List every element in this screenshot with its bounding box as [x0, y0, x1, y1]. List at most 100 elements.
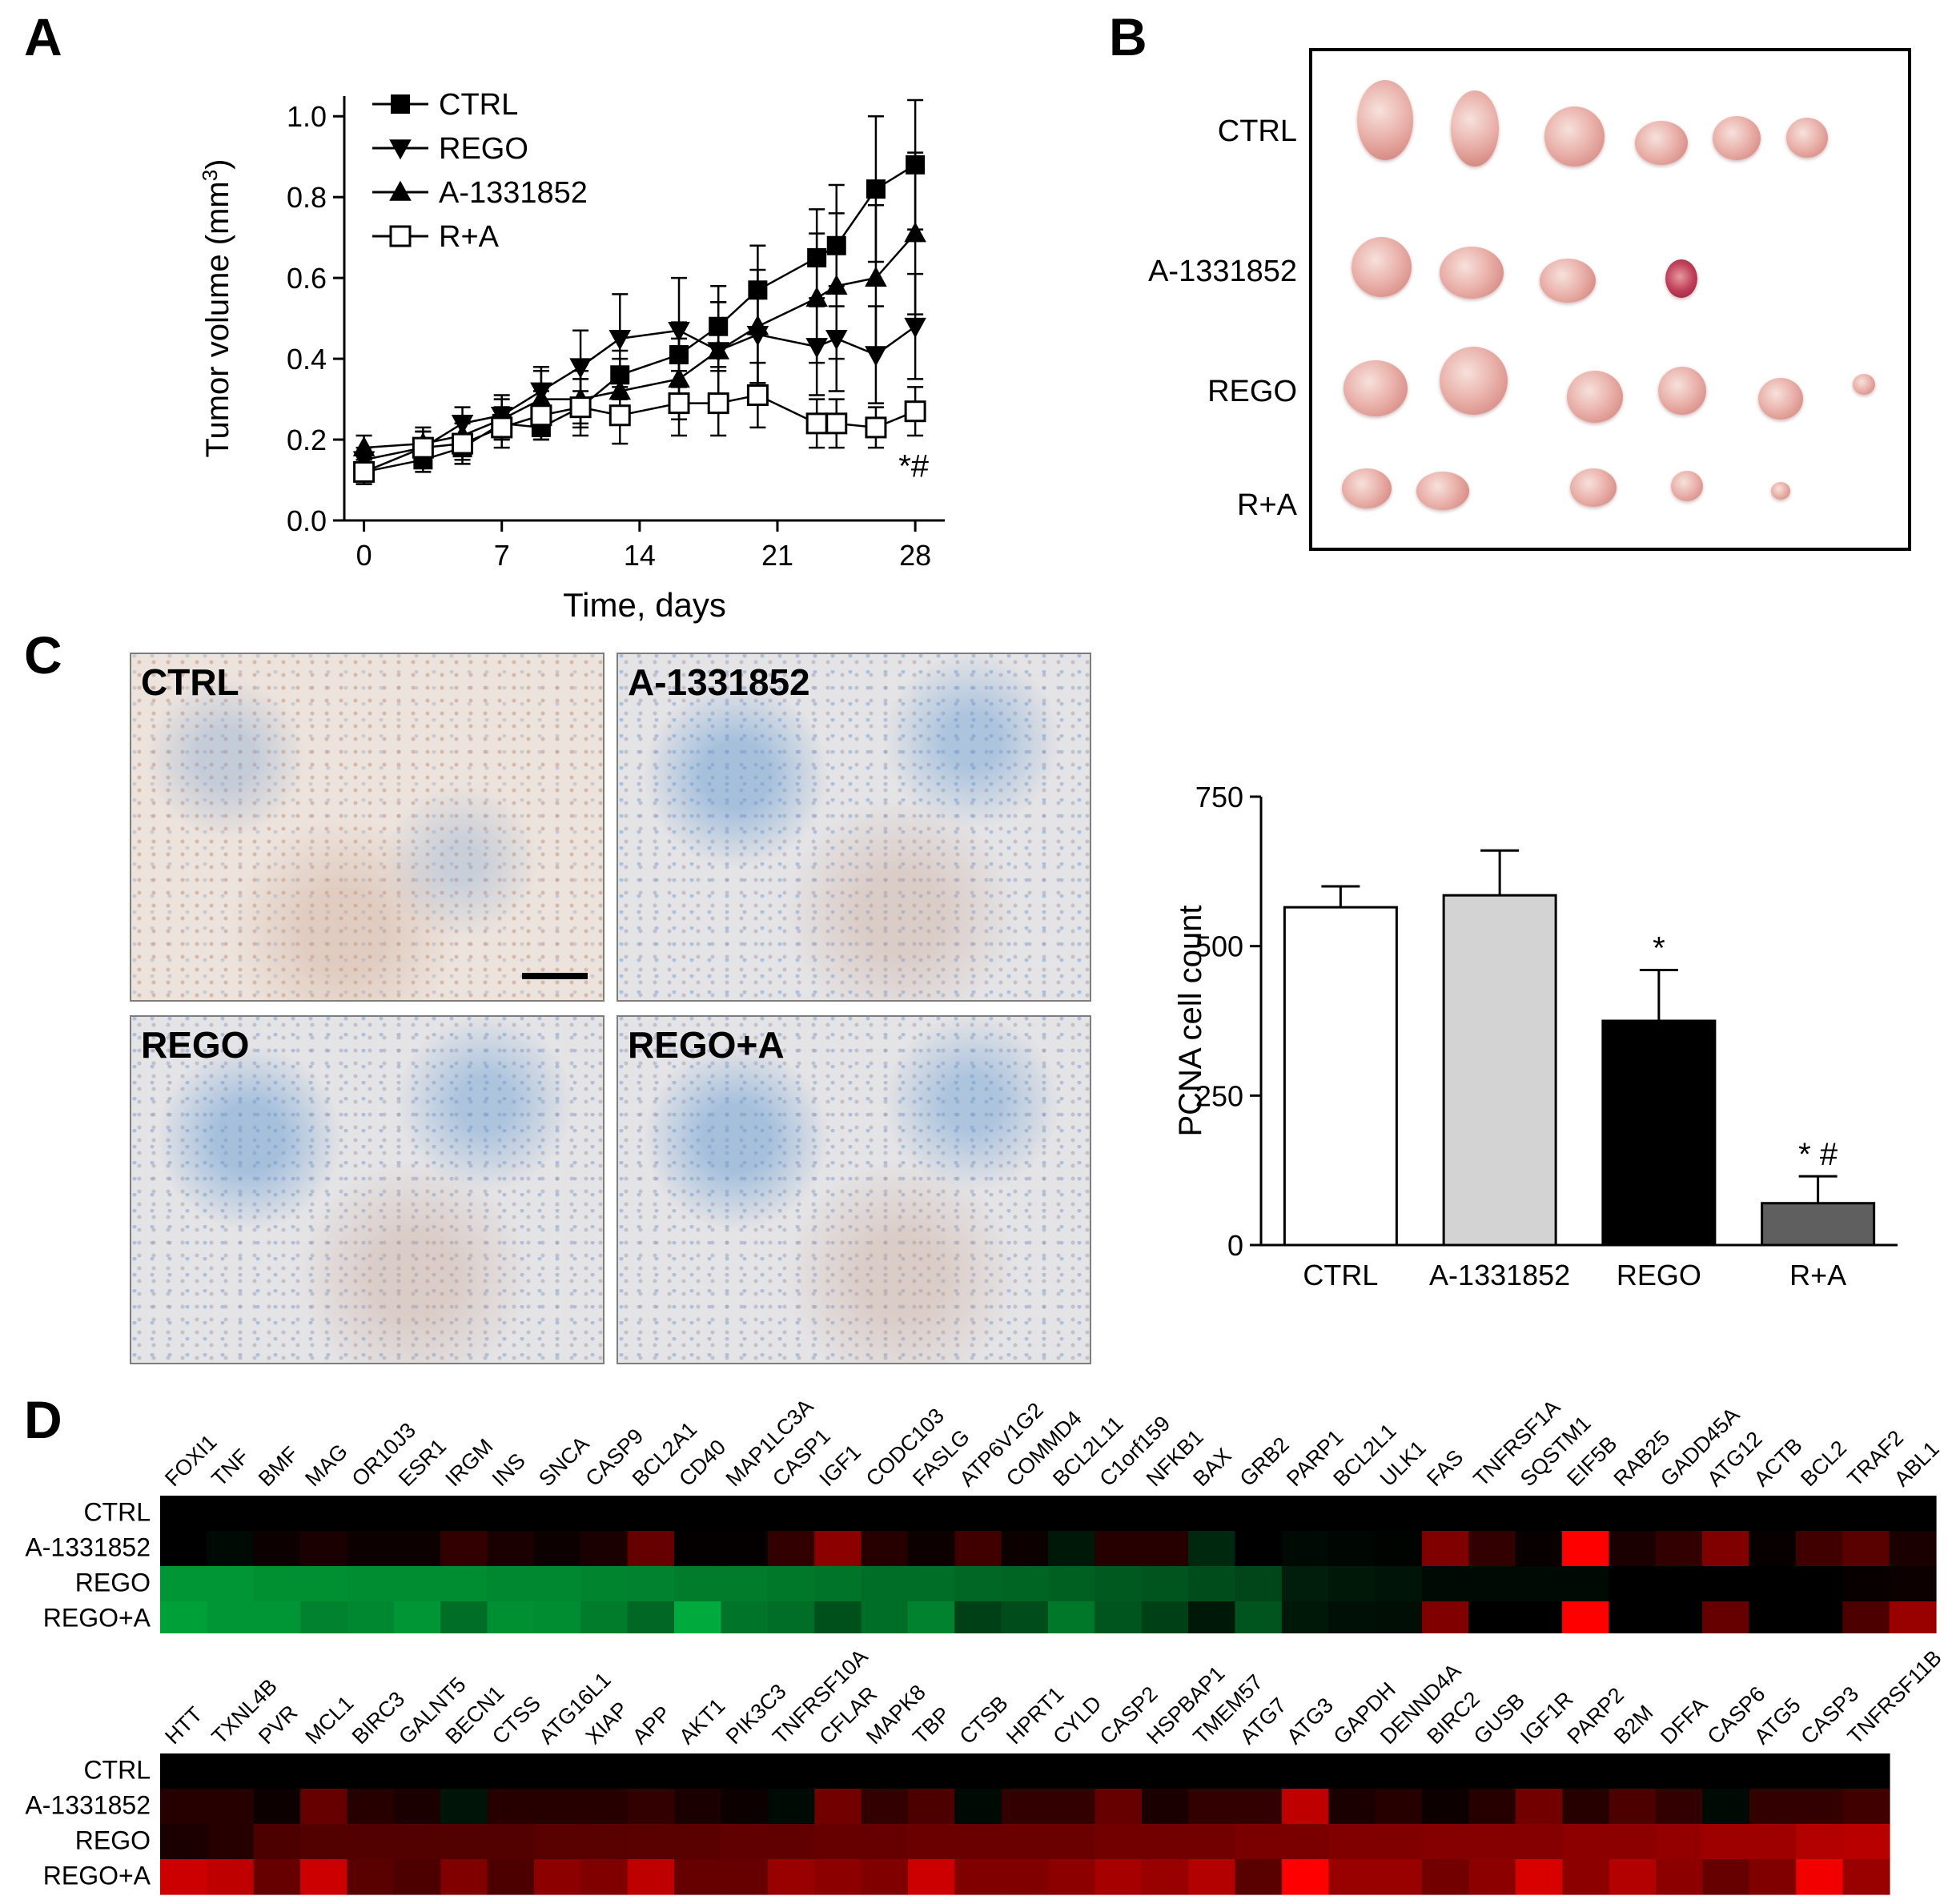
heatmap-cell — [1749, 1531, 1797, 1567]
heatmap-cell — [1468, 1824, 1516, 1860]
tumor-specimen — [1658, 367, 1706, 415]
heatmap-cell — [253, 1824, 301, 1860]
y-tick-label: 0.0 — [287, 504, 327, 537]
legend-entry: CTRL — [372, 88, 518, 122]
micrograph-label: REGO — [141, 1024, 250, 1066]
heatmap-cell — [487, 1531, 535, 1567]
heatmap-cell — [954, 1601, 1002, 1633]
heatmap-cell — [393, 1496, 441, 1532]
heatmap-cell — [393, 1601, 441, 1633]
heatmap-cell — [814, 1824, 862, 1860]
heatmap-cell — [300, 1824, 348, 1860]
heatmap-cell — [721, 1496, 769, 1532]
data-point — [389, 180, 412, 201]
heatmap-cell — [1749, 1789, 1797, 1825]
heatmap-cell — [393, 1789, 441, 1825]
heatmap-cell — [440, 1824, 488, 1860]
heatmap-cell — [1188, 1566, 1236, 1602]
heatmap-cell — [1421, 1601, 1469, 1633]
legend-entry: REGO — [372, 132, 528, 166]
data-point — [805, 412, 828, 435]
heatmap-cell — [1328, 1601, 1376, 1633]
heatmap-cell — [861, 1859, 909, 1895]
data-point — [825, 412, 848, 435]
heatmap-cell — [1235, 1496, 1283, 1532]
heatmap-cell — [674, 1496, 722, 1532]
heatmap-cell — [534, 1789, 582, 1825]
heatmap-cell — [580, 1753, 629, 1790]
heatmap-cell — [861, 1824, 909, 1860]
heatmap-cell — [1749, 1566, 1797, 1602]
heatmap-cell — [954, 1859, 1002, 1895]
heatmap-cell — [440, 1566, 488, 1602]
heatmap-cell — [908, 1824, 956, 1860]
heatmap-cell — [767, 1496, 815, 1532]
y-axis-label: Tumor volume (mm3) — [198, 159, 235, 457]
heatmap-cell — [721, 1859, 769, 1895]
heatmap-cell — [1515, 1566, 1563, 1602]
y-tick-label: 0.2 — [287, 424, 327, 456]
heatmap-cell — [1562, 1789, 1610, 1825]
heatmap-cell — [347, 1496, 395, 1532]
data-point — [904, 222, 926, 243]
heatmap-cell — [487, 1496, 535, 1532]
data-point — [389, 139, 412, 160]
heatmap-cell — [1235, 1601, 1283, 1633]
significance-annotation: * — [1653, 931, 1665, 966]
heatmap-cell — [1702, 1824, 1750, 1860]
x-axis-label: Time, days — [563, 586, 726, 624]
panel-letter-d: D — [24, 1390, 62, 1449]
tumor-specimen — [1342, 468, 1392, 508]
tumor-row-label: REGO — [1207, 375, 1297, 408]
heatmap-column-label: IGF1R — [1516, 1687, 1577, 1749]
heatmap-cell — [533, 1566, 581, 1602]
heatmap-cell — [207, 1566, 255, 1602]
heatmap-cell — [1515, 1496, 1563, 1532]
heatmap-cell — [627, 1566, 675, 1602]
heatmap-cell — [207, 1789, 255, 1825]
heatmap-cell — [1094, 1859, 1143, 1895]
legend-label: REGO — [439, 132, 528, 166]
tumor-specimen — [1544, 106, 1605, 167]
data-point — [865, 416, 887, 439]
y-tick-label: 0.4 — [287, 343, 327, 376]
y-tick-label: 0.6 — [287, 262, 327, 295]
heatmap-cell — [1468, 1859, 1516, 1895]
tumor-specimen — [1713, 115, 1761, 160]
heatmap-cell — [440, 1496, 488, 1532]
heatmap-cell — [393, 1566, 441, 1602]
tumor-specimen — [1351, 236, 1412, 297]
heatmap-cell — [954, 1531, 1002, 1567]
heatmap-column-label: BMF — [254, 1442, 303, 1492]
heatmap-cell — [767, 1531, 815, 1567]
tumor-specimen — [1771, 482, 1790, 500]
heatmap-cell — [534, 1824, 582, 1860]
tumor-specimen — [1665, 259, 1697, 298]
heatmap-cell — [767, 1601, 815, 1633]
heatmap-column-label: INS — [488, 1448, 530, 1491]
heatmap-cell — [1141, 1601, 1189, 1633]
heatmap-cell — [1235, 1531, 1283, 1567]
heatmap-cell — [253, 1531, 301, 1567]
heatmap-cell — [627, 1753, 675, 1790]
heatmap-cell — [1655, 1566, 1703, 1602]
data-point — [866, 179, 886, 199]
heatmap-cell — [1655, 1601, 1703, 1633]
heatmap-cell — [160, 1496, 207, 1532]
heatmap-cell — [253, 1496, 301, 1532]
heatmap-cell — [721, 1824, 769, 1860]
heatmap-cell — [861, 1789, 909, 1825]
heatmap-column-label: MAG — [300, 1440, 352, 1492]
heatmap-cell — [861, 1753, 909, 1790]
heatmap-column-label: MCL1 — [300, 1691, 358, 1749]
series-R+A — [353, 361, 926, 485]
heatmap-cell — [1282, 1859, 1330, 1895]
heatmap-row-label: REGO — [75, 1826, 151, 1855]
heatmap-cell — [393, 1859, 441, 1895]
heatmap-cell — [1281, 1531, 1329, 1567]
heatmap-cell — [487, 1859, 535, 1895]
category-label: CTRL — [1303, 1259, 1378, 1291]
heatmap-cell — [253, 1566, 301, 1602]
heatmap-cell — [1702, 1566, 1750, 1602]
data-point — [391, 94, 410, 114]
